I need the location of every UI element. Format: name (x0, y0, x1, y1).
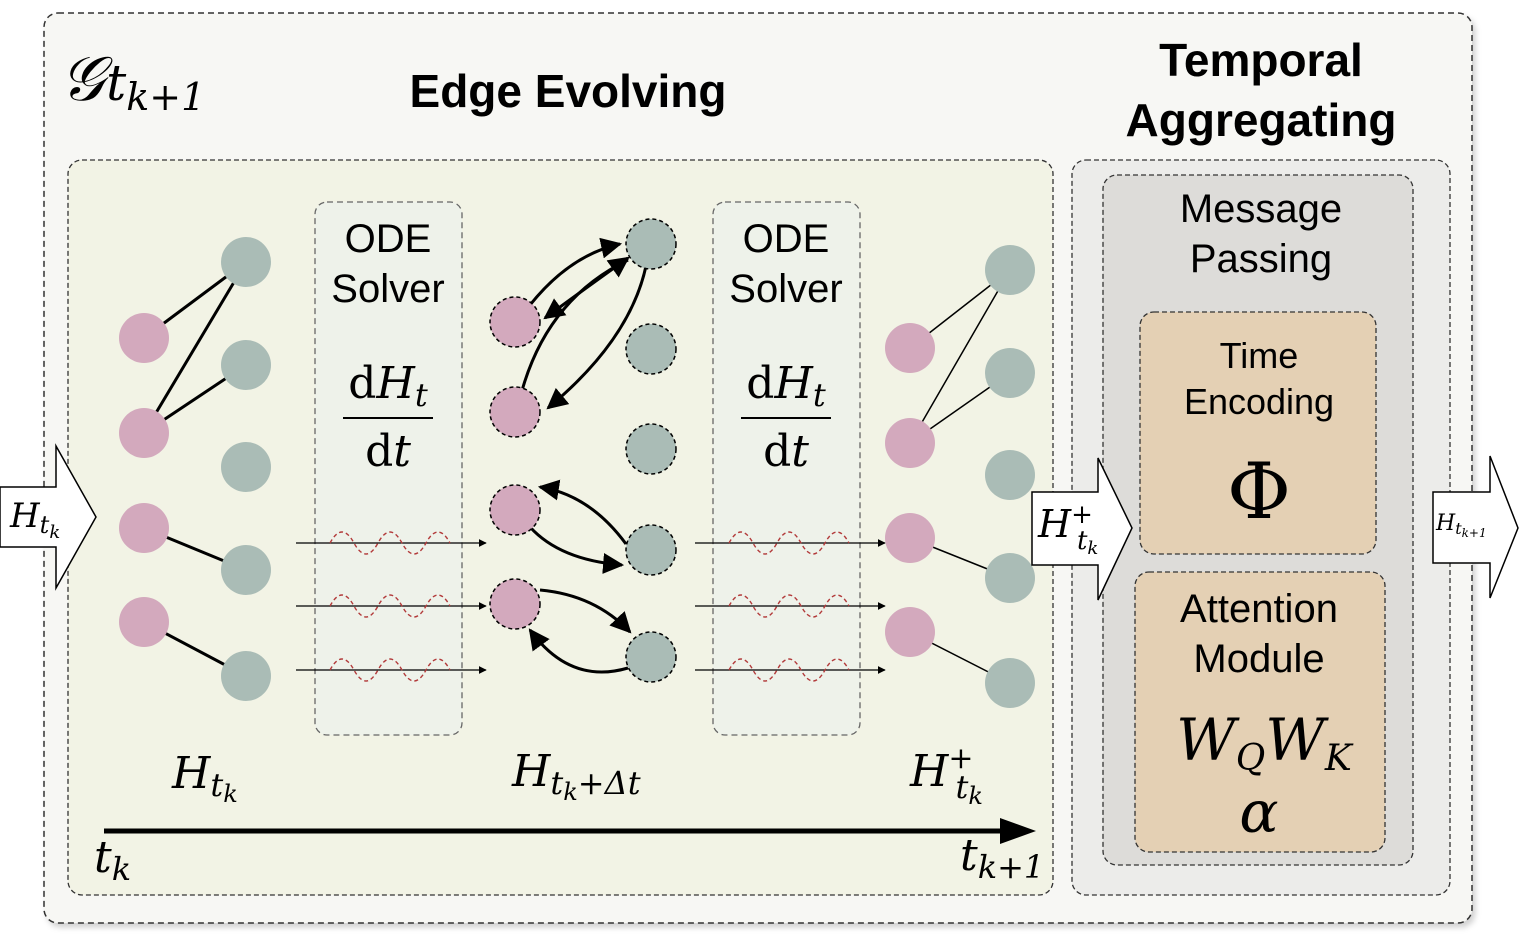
node (489, 578, 541, 630)
label-h-tk: Htk (171, 748, 238, 808)
node (221, 545, 271, 595)
node (221, 442, 271, 492)
graph2-edges (518, 237, 648, 674)
node (625, 323, 677, 375)
alpha-symbol: α (1239, 778, 1278, 846)
middle-arrow (1031, 457, 1133, 601)
node (119, 503, 169, 553)
ode-waves (329, 531, 850, 682)
label-t-k1: tk+1 (960, 830, 1044, 886)
attention-line1: Attention (1180, 587, 1338, 631)
message-passing-line1: Message (1180, 187, 1342, 231)
node (489, 296, 541, 348)
edge-evolving-title: Edge Evolving (410, 65, 727, 117)
node (885, 323, 935, 373)
phi-symbol: Φ (1227, 447, 1291, 537)
input-arrow (0, 443, 97, 591)
wq-wk-formula: WQWK (1176, 706, 1354, 779)
label-h-tk-dt: Htk+Δt (511, 746, 641, 806)
node (489, 484, 541, 536)
label-t-k: tk (94, 832, 131, 888)
graph2-nodes (489, 218, 677, 683)
ode1-denominator: dt (365, 426, 411, 477)
node (885, 418, 935, 468)
node (221, 237, 271, 287)
node (625, 218, 677, 270)
node (985, 348, 1035, 398)
timeline-arrowhead (1000, 818, 1036, 844)
ode2-denominator: dt (763, 426, 809, 477)
node (119, 597, 169, 647)
node (489, 386, 541, 438)
input-arrow-label: Htk (9, 496, 60, 543)
node (221, 651, 271, 701)
ode2-line2: Solver (729, 267, 842, 311)
ode1-flows (296, 539, 487, 674)
node (985, 658, 1035, 708)
time-encoding-line2: Encoding (1184, 381, 1334, 422)
output-arrow-label: Htk+1 (1435, 511, 1487, 540)
temporal-title-line2: Aggregating (1126, 94, 1397, 146)
node (625, 524, 677, 576)
node (985, 245, 1035, 295)
node (985, 450, 1035, 500)
ode1-line2: Solver (331, 267, 444, 311)
message-passing-line2: Passing (1190, 237, 1332, 281)
middle-arrow-label: H+ tk (1037, 500, 1098, 559)
node (885, 607, 935, 657)
ode1-numerator: dHt (348, 358, 428, 414)
graph1-nodes (119, 237, 271, 701)
time-encoding-line1: Time (1220, 335, 1299, 376)
label-h-tk-plus: H+ tk (909, 741, 983, 810)
temporal-title-line1: Temporal (1159, 34, 1363, 86)
ode2-numerator: dHt (746, 358, 826, 414)
node (119, 408, 169, 458)
node (985, 553, 1035, 603)
time-encoding-box (1139, 311, 1377, 555)
attention-line2: Module (1193, 637, 1324, 681)
graph3-nodes (885, 245, 1035, 708)
node (625, 423, 677, 475)
ode1-line1: ODE (345, 217, 432, 261)
node (221, 340, 271, 390)
output-arrow (1432, 455, 1519, 599)
node (885, 513, 935, 563)
node (119, 313, 169, 363)
node (625, 631, 677, 683)
ode2-line1: ODE (743, 217, 830, 261)
attention-box (1134, 571, 1386, 853)
ode2-flows (695, 539, 886, 674)
